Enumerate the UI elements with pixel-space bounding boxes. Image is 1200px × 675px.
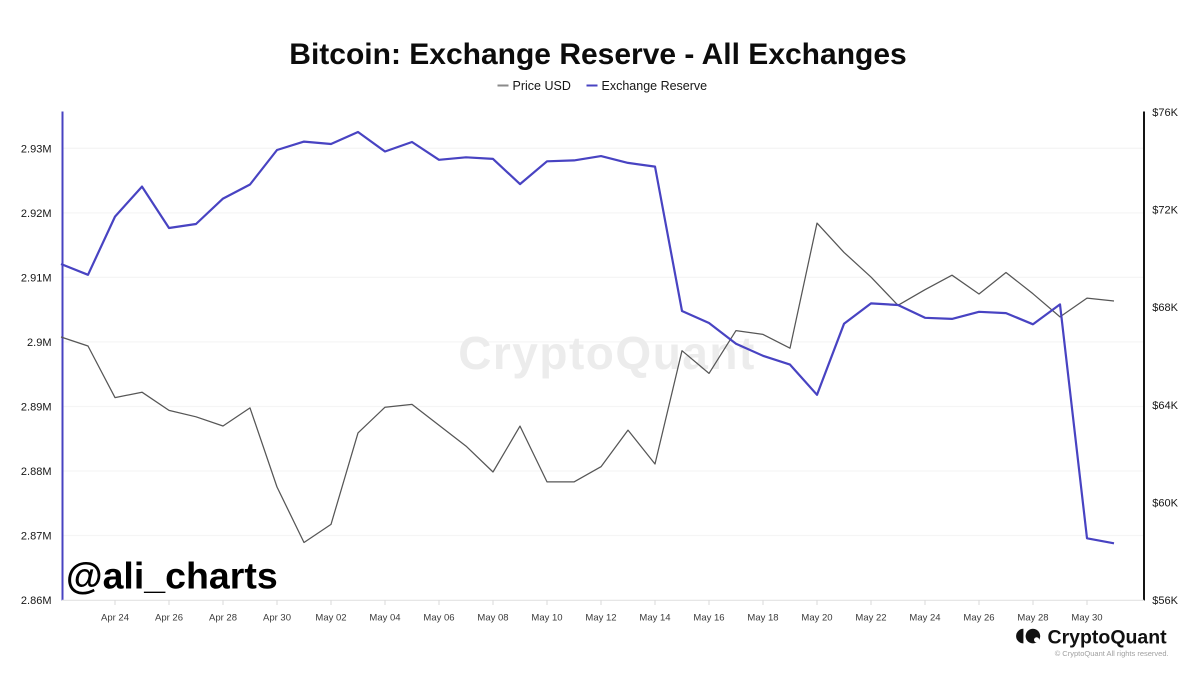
svg-text:2.92M: 2.92M [21, 208, 52, 220]
svg-text:May 18: May 18 [747, 613, 778, 624]
svg-text:May 02: May 02 [315, 613, 346, 624]
svg-text:Apr 28: Apr 28 [209, 613, 237, 624]
svg-text:May 04: May 04 [369, 613, 400, 624]
svg-text:$68K: $68K [1152, 302, 1178, 314]
svg-text:Bitcoin: Exchange Reserve - Al: Bitcoin: Exchange Reserve - All Exchange… [289, 38, 906, 71]
svg-text:2.88M: 2.88M [21, 466, 52, 478]
svg-text:May 10: May 10 [531, 613, 562, 624]
svg-text:Apr 26: Apr 26 [155, 613, 183, 624]
svg-text:May 30: May 30 [1071, 613, 1102, 624]
svg-text:© CryptoQuant All rights reser: © CryptoQuant All rights reserved. [1055, 649, 1169, 658]
svg-text:CryptoQuant: CryptoQuant [458, 327, 756, 379]
svg-text:$56K: $56K [1152, 595, 1178, 607]
svg-text:May 16: May 16 [693, 613, 724, 624]
svg-text:Apr 30: Apr 30 [263, 613, 291, 624]
svg-text:May 28: May 28 [1017, 613, 1048, 624]
svg-text:May 14: May 14 [639, 613, 670, 624]
svg-text:May 06: May 06 [423, 613, 454, 624]
svg-text:Price USD: Price USD [513, 79, 571, 93]
svg-text:@ali_charts: @ali_charts [66, 555, 278, 597]
svg-text:2.9M: 2.9M [27, 337, 51, 349]
svg-text:$76K: $76K [1152, 107, 1178, 119]
svg-text:2.93M: 2.93M [21, 143, 52, 155]
svg-text:May 24: May 24 [909, 613, 940, 624]
svg-text:Apr 24: Apr 24 [101, 613, 129, 624]
svg-text:May 12: May 12 [585, 613, 616, 624]
svg-text:$64K: $64K [1152, 400, 1178, 412]
svg-text:May 22: May 22 [855, 613, 886, 624]
svg-text:2.87M: 2.87M [21, 531, 52, 543]
svg-text:$72K: $72K [1152, 205, 1178, 217]
svg-text:CryptoQuant: CryptoQuant [1048, 627, 1168, 649]
svg-text:2.89M: 2.89M [21, 402, 52, 414]
svg-text:May 26: May 26 [963, 613, 994, 624]
svg-text:May 20: May 20 [801, 613, 832, 624]
svg-text:May 08: May 08 [477, 613, 508, 624]
svg-text:$60K: $60K [1152, 497, 1178, 509]
svg-text:Exchange Reserve: Exchange Reserve [602, 79, 708, 93]
svg-text:2.91M: 2.91M [21, 272, 52, 284]
svg-text:2.86M: 2.86M [21, 595, 52, 607]
